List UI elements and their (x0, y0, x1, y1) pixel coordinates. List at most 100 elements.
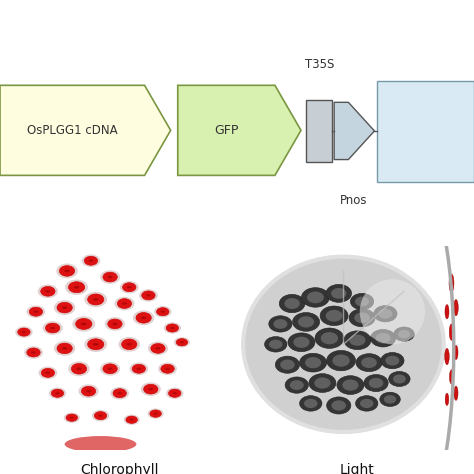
Ellipse shape (301, 288, 329, 307)
Ellipse shape (161, 365, 174, 373)
Ellipse shape (280, 360, 295, 370)
Ellipse shape (124, 415, 140, 425)
Ellipse shape (46, 323, 60, 333)
Ellipse shape (374, 306, 397, 322)
Ellipse shape (148, 388, 153, 391)
Circle shape (243, 257, 444, 432)
Ellipse shape (105, 317, 125, 331)
Ellipse shape (41, 368, 55, 377)
Ellipse shape (165, 368, 170, 370)
Ellipse shape (136, 312, 151, 323)
Ellipse shape (393, 374, 406, 383)
Ellipse shape (117, 299, 132, 309)
Ellipse shape (38, 366, 57, 379)
Ellipse shape (445, 305, 449, 319)
Ellipse shape (127, 286, 132, 288)
Ellipse shape (394, 327, 414, 341)
Ellipse shape (349, 335, 365, 346)
Ellipse shape (22, 331, 26, 333)
Ellipse shape (132, 365, 146, 373)
Ellipse shape (309, 374, 336, 392)
Ellipse shape (137, 368, 141, 370)
Ellipse shape (142, 291, 155, 300)
Ellipse shape (59, 265, 75, 276)
Ellipse shape (129, 363, 148, 375)
Ellipse shape (349, 309, 375, 327)
Ellipse shape (454, 300, 458, 316)
Ellipse shape (290, 380, 304, 390)
Ellipse shape (445, 393, 449, 405)
Ellipse shape (57, 302, 73, 313)
Ellipse shape (108, 276, 113, 278)
Ellipse shape (56, 264, 78, 278)
Ellipse shape (71, 364, 87, 374)
Ellipse shape (355, 297, 369, 306)
Ellipse shape (51, 389, 64, 397)
Ellipse shape (300, 353, 327, 372)
Ellipse shape (369, 378, 383, 388)
Ellipse shape (27, 305, 46, 318)
Ellipse shape (293, 337, 310, 348)
Ellipse shape (360, 279, 425, 344)
Ellipse shape (133, 310, 155, 325)
Ellipse shape (93, 298, 99, 301)
Ellipse shape (113, 389, 127, 398)
Ellipse shape (57, 343, 73, 354)
Ellipse shape (38, 284, 58, 298)
Ellipse shape (146, 294, 151, 297)
Ellipse shape (65, 280, 88, 295)
Ellipse shape (320, 306, 348, 326)
Ellipse shape (173, 392, 177, 394)
Ellipse shape (108, 367, 113, 370)
Ellipse shape (304, 399, 318, 408)
Ellipse shape (371, 329, 396, 347)
Ellipse shape (31, 351, 36, 354)
Ellipse shape (120, 281, 138, 293)
Ellipse shape (41, 286, 55, 296)
Ellipse shape (445, 348, 449, 365)
Ellipse shape (454, 346, 458, 360)
Ellipse shape (321, 332, 338, 344)
Ellipse shape (141, 317, 146, 319)
Ellipse shape (46, 372, 50, 374)
Ellipse shape (169, 389, 181, 397)
Ellipse shape (164, 322, 181, 334)
Ellipse shape (122, 302, 127, 305)
Ellipse shape (62, 347, 67, 350)
Text: Pnos: Pnos (340, 194, 368, 207)
Ellipse shape (307, 292, 324, 303)
Ellipse shape (314, 377, 330, 389)
Ellipse shape (385, 356, 400, 365)
Ellipse shape (315, 328, 344, 348)
Ellipse shape (360, 399, 374, 408)
Ellipse shape (43, 321, 63, 335)
Ellipse shape (361, 357, 377, 368)
Ellipse shape (326, 310, 343, 322)
Ellipse shape (449, 370, 454, 384)
Ellipse shape (29, 307, 43, 316)
Ellipse shape (66, 414, 78, 421)
Ellipse shape (54, 341, 75, 356)
Ellipse shape (100, 362, 120, 375)
Polygon shape (178, 85, 301, 175)
Ellipse shape (269, 340, 283, 349)
Ellipse shape (62, 306, 67, 309)
Ellipse shape (55, 392, 60, 394)
Ellipse shape (364, 374, 388, 392)
Ellipse shape (326, 284, 352, 302)
Ellipse shape (285, 377, 309, 393)
Ellipse shape (158, 363, 177, 375)
Bar (377, 81, 474, 182)
Ellipse shape (454, 386, 458, 401)
Ellipse shape (76, 367, 82, 370)
Ellipse shape (180, 341, 184, 343)
Ellipse shape (154, 413, 157, 415)
Ellipse shape (76, 319, 92, 329)
Ellipse shape (342, 380, 358, 391)
Text: Light: Light (340, 463, 375, 474)
Ellipse shape (354, 312, 370, 323)
Ellipse shape (84, 337, 107, 352)
Ellipse shape (88, 294, 104, 305)
Ellipse shape (103, 364, 117, 374)
Ellipse shape (398, 330, 410, 338)
